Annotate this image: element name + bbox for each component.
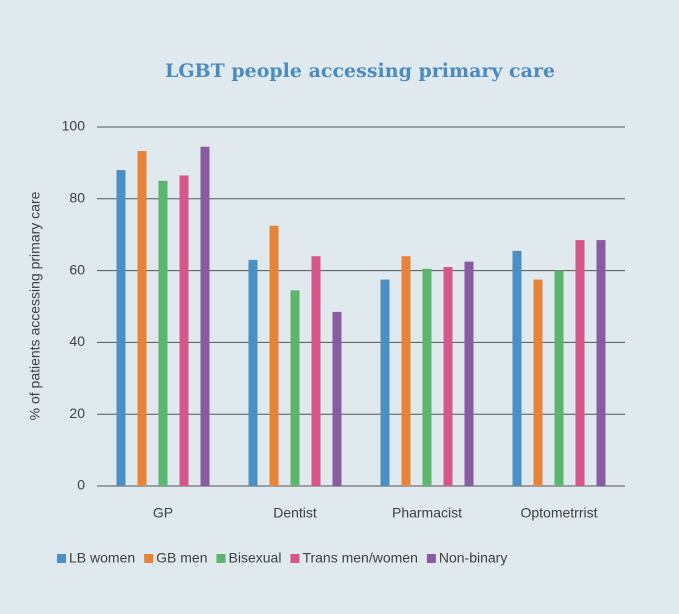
legend-label: GB men xyxy=(156,550,207,566)
bar xyxy=(464,261,474,486)
bar xyxy=(332,311,342,486)
legend-label: LB women xyxy=(69,550,135,566)
bar xyxy=(137,151,147,487)
legend-swatch xyxy=(57,554,66,563)
legend-label: Non-binary xyxy=(439,550,507,566)
x-tick-label: Pharmacist xyxy=(392,505,462,521)
bar xyxy=(116,170,126,486)
y-tick-label: 100 xyxy=(62,118,86,134)
y-axis-label: % of patients accessing primary care xyxy=(27,191,43,420)
x-tick-label: Dentist xyxy=(273,505,317,521)
y-tick-label: 80 xyxy=(69,190,85,206)
y-tick-label: 60 xyxy=(69,261,85,277)
legend-label: Trans men/women xyxy=(302,550,417,566)
bar xyxy=(290,290,300,486)
y-tick-label: 0 xyxy=(77,477,85,493)
legend-label: Bisexual xyxy=(229,550,282,566)
bar xyxy=(443,267,453,486)
y-tick-label: 40 xyxy=(69,333,85,349)
bar xyxy=(380,279,390,486)
bar xyxy=(554,270,564,486)
y-tick-label: 20 xyxy=(69,405,85,421)
bar xyxy=(596,240,606,486)
legend-swatch xyxy=(216,554,226,563)
bar xyxy=(311,256,321,486)
legend-swatch xyxy=(144,554,154,563)
bar xyxy=(248,259,258,486)
legend-swatch xyxy=(426,554,436,563)
bar xyxy=(269,225,279,486)
bar xyxy=(422,268,432,486)
chart-title: LGBT people accessing primary care xyxy=(165,60,555,82)
bar xyxy=(200,146,210,486)
bar xyxy=(179,175,189,486)
bar xyxy=(533,279,543,486)
bar xyxy=(512,250,522,486)
bar xyxy=(575,240,585,486)
x-tick-label: GP xyxy=(153,505,173,521)
bar xyxy=(158,180,168,486)
legend-swatch xyxy=(290,554,300,563)
bar xyxy=(401,256,411,486)
x-tick-label: Optometrrist xyxy=(520,505,597,521)
